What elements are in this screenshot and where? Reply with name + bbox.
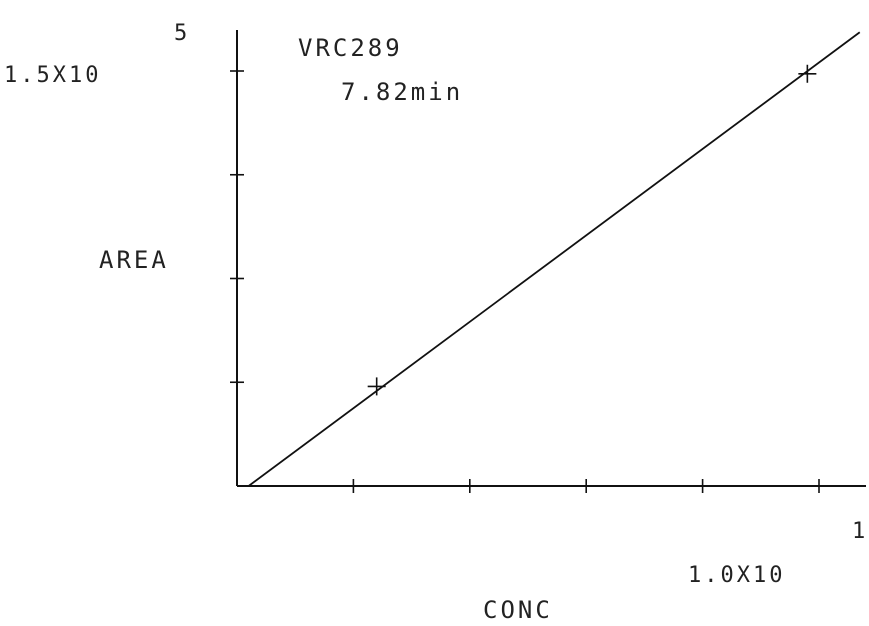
y-scale-exponent: 5 <box>174 21 190 46</box>
x-axis-ticks <box>352 479 820 493</box>
x-scale-exponent: 1 <box>852 519 868 544</box>
chart-title: VRC289 <box>298 34 403 62</box>
fit-line <box>248 31 861 487</box>
x-scale-label: 1.0X10 <box>688 563 785 588</box>
data-point <box>798 64 817 83</box>
y-axis-ticks <box>230 70 244 384</box>
y-scale-label: 1.5X10 <box>4 63 101 88</box>
data-point <box>367 377 386 396</box>
x-axis-label: CONC <box>483 596 553 624</box>
chart-subtitle: 7.82min <box>341 78 463 106</box>
fit-line-group <box>248 31 861 487</box>
y-axis-label: AREA <box>99 246 169 274</box>
data-points <box>367 64 817 396</box>
